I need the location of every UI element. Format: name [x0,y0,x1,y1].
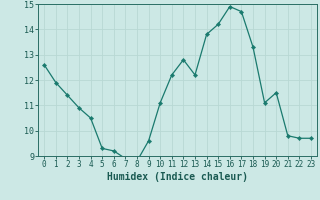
X-axis label: Humidex (Indice chaleur): Humidex (Indice chaleur) [107,172,248,182]
